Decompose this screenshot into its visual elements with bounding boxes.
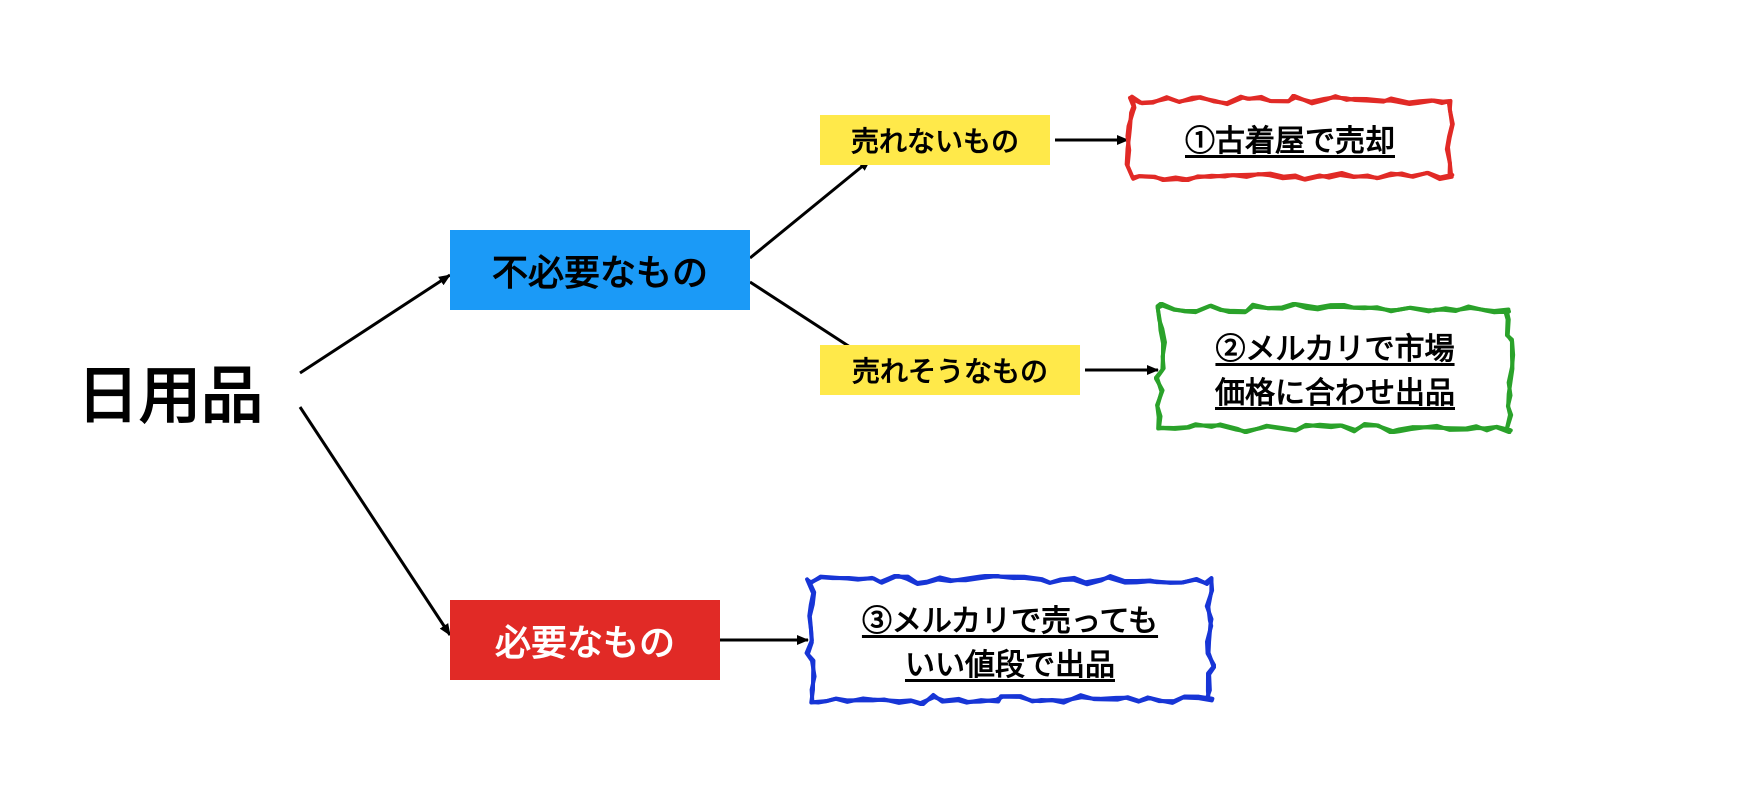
node-unsellable: 売れないもの — [820, 115, 1050, 165]
node-unnecessary: 不必要なもの — [450, 230, 750, 310]
node-root: 日用品 — [40, 340, 300, 440]
edge-0 — [300, 275, 450, 373]
node-unsellable-label: 売れないもの — [851, 120, 1019, 160]
node-out1-border — [1124, 94, 1456, 182]
node-unnecessary-label: 不必要なもの — [492, 244, 708, 296]
edge-1 — [300, 407, 450, 635]
node-sellable: 売れそうなもの — [820, 345, 1080, 395]
edge-2 — [750, 160, 870, 258]
node-sellable-label: 売れそうなもの — [852, 350, 1048, 390]
node-necessary: 必要なもの — [450, 600, 720, 680]
node-out2-border — [1154, 302, 1516, 434]
node-out3-border — [804, 574, 1216, 706]
node-root-label: 日用品 — [77, 345, 263, 435]
node-necessary-label: 必要なもの — [495, 614, 675, 666]
